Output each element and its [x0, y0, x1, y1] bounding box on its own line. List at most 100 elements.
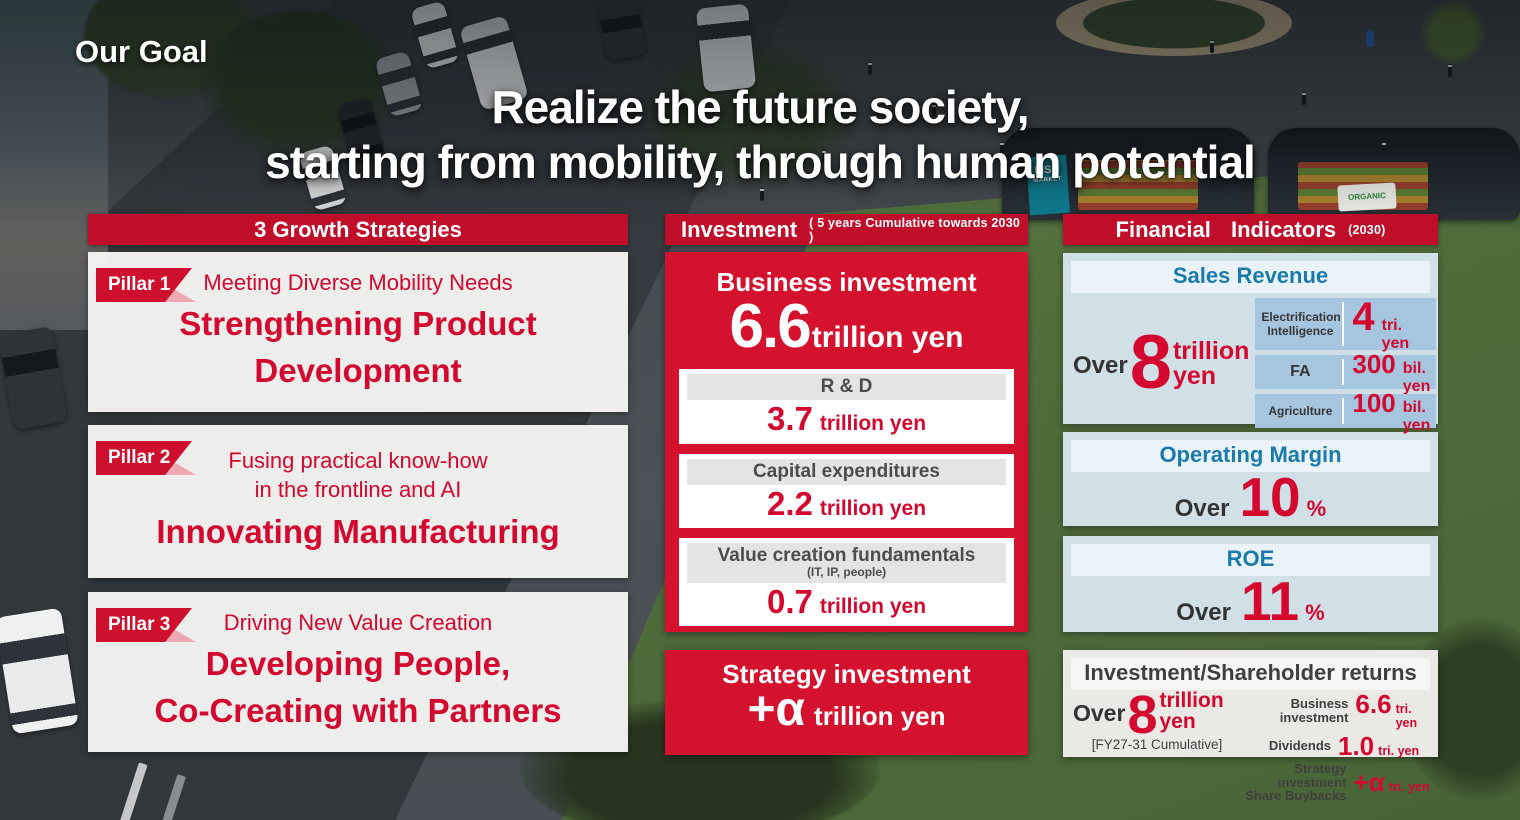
value-creation-value: 0.7 trillion yen	[687, 582, 1006, 620]
sales-revenue-body: Over 8 trillion yen Electrification Inte…	[1071, 295, 1437, 434]
pillar-1-badge: Pillar 1	[96, 268, 196, 302]
value-creation-amount: 0.7	[766, 582, 813, 620]
strategy-investment-label: Strategy investment	[722, 659, 971, 689]
kicker-our-goal: Our Goal	[75, 34, 208, 69]
headline-line-1: Realize the future society,	[491, 81, 1029, 133]
operating-margin-unit: %	[1306, 496, 1327, 521]
returns-unit: trillion yen	[1159, 689, 1224, 733]
investment-header: Investment ( 5 years Cumulative towards …	[665, 214, 1028, 245]
financial-indicators-note: (2030)	[1348, 222, 1386, 237]
business-investment-amount: 6.6	[729, 291, 812, 361]
returns-row-business-investment: Business investment 6.6 tri. yen	[1243, 691, 1430, 730]
pillar-2-badge: Pillar 2	[96, 441, 196, 475]
sales-revenue-unit: trillion yen	[1172, 337, 1250, 390]
breakdown-label: Agriculture	[1268, 403, 1333, 418]
breakdown-amount: 300	[1352, 348, 1396, 379]
over-label: Over	[1174, 495, 1230, 522]
breakdown-unit: bil. yen	[1402, 398, 1431, 434]
main-headline: Realize the future society, starting fro…	[0, 80, 1520, 190]
operating-margin-card: Operating Margin Over 10 %	[1063, 432, 1438, 526]
pillar-2-subtitle: Fusing practical know-how in the frontli…	[228, 448, 488, 503]
value-creation-note: (IT, IP, people)	[806, 565, 887, 580]
returns-row-amount: +α	[1353, 767, 1385, 798]
returns-row-unit: tri. yen	[1395, 702, 1418, 730]
strategy-investment-amount: +α	[747, 683, 806, 736]
capex-card: Capital expenditures 2.2 trillion yen	[679, 453, 1014, 529]
over-label: Over	[1073, 700, 1126, 727]
strategy-investment-value: +α trillion yen	[665, 683, 1028, 737]
sales-revenue-card: Sales Revenue Over 8 trillion yen Electr…	[1063, 253, 1438, 434]
capex-label: Capital expenditures	[687, 458, 1006, 485]
returns-row-amount: 6.6	[1355, 689, 1392, 719]
breakdown-unit: bil. yen	[1402, 359, 1431, 395]
returns-row-unit: tri. yen	[1378, 744, 1420, 758]
headline-line-2: starting from mobility, through human po…	[265, 136, 1256, 188]
investment-header-note: ( 5 years Cumulative towards 2030 )	[809, 215, 1021, 244]
capex-amount: 2.2	[766, 484, 813, 522]
sales-revenue-total: Over 8 trillion yen	[1071, 319, 1250, 405]
returns-row-label: Business investment	[1279, 695, 1349, 725]
roe-body: Over 11 %	[1071, 574, 1430, 629]
roe-amount: 11	[1240, 570, 1300, 632]
business-investment-label: Business investment	[716, 267, 977, 297]
roe-title: ROE	[1071, 544, 1430, 576]
returns-row-label: Dividends	[1268, 738, 1331, 754]
strategy-investment-unit: trillion yen	[814, 701, 946, 731]
financial-indicators-header: Financial Indicators (2030)	[1063, 214, 1438, 245]
sales-revenue-amount: 8	[1129, 319, 1172, 405]
rnd-unit: trillion yen	[819, 412, 927, 436]
shareholder-returns-card: Investment/Shareholder returns Over 8 tr…	[1063, 650, 1438, 803]
rnd-label: R & D	[687, 373, 1006, 401]
breakdown-value: 300 bil. yen	[1352, 349, 1430, 396]
returns-row-amount: 1.0	[1338, 731, 1375, 761]
growth-strategies-header: 3 Growth Strategies	[88, 214, 628, 245]
roe-unit: %	[1305, 600, 1325, 625]
pillar-2-title: Innovating Manufacturing	[156, 512, 560, 550]
over-label: Over	[1176, 599, 1231, 626]
divider	[1342, 398, 1345, 424]
financial-indicators-column: Financial Indicators (2030) Sales Revenu…	[1063, 214, 1438, 803]
breakdown-label: FA	[1290, 363, 1311, 381]
financial-indicators-title: Financial Indicators	[1115, 216, 1337, 242]
breakdown-value: 100 bil. yen	[1352, 388, 1430, 435]
roe-card: ROE Over 11 %	[1063, 536, 1438, 632]
growth-strategies-column: 3 Growth Strategies Pillar 1 Meeting Div…	[88, 214, 628, 752]
shareholder-returns-total: Over 8 trillion yen [FY27-31 Cumulative]	[1071, 684, 1243, 803]
investment-header-title: Investment	[681, 216, 798, 242]
pillar-3-subtitle: Driving New Value Creation	[223, 609, 493, 635]
pillar-3-title: Developing People, Co-Creating with Part…	[154, 645, 562, 730]
returns-row-unit: tri. yen	[1388, 780, 1430, 795]
pillar-1-title: Strengthening Product Development	[179, 305, 537, 390]
pillar-2-card: Pillar 2 Fusing practical know-how in th…	[88, 425, 628, 578]
rnd-amount: 3.7	[766, 400, 813, 438]
strategy-investment-card: Strategy investment +α trillion yen	[665, 650, 1028, 755]
business-investment-card: Business investment 6.6 trillion yen R &…	[665, 252, 1028, 632]
returns-row-label: Strategy investment Share Buybacks	[1245, 761, 1347, 804]
shareholder-returns-body: Over 8 trillion yen [FY27-31 Cumulative]…	[1071, 684, 1430, 804]
breakdown-row-agriculture: Agriculture 100 bil. yen	[1255, 388, 1437, 434]
value-creation-label-text: Value creation fundamentals	[717, 545, 976, 567]
divider	[1342, 302, 1345, 346]
breakdown-row-fa: FA 300 bil. yen	[1255, 349, 1437, 395]
divider	[1342, 359, 1345, 385]
over-label: Over	[1073, 352, 1128, 380]
sales-revenue-breakdown: Electrification Intelligence 4 tri. yen …	[1255, 295, 1437, 434]
breakdown-row-electrification: Electrification Intelligence 4 tri. yen	[1255, 295, 1437, 352]
business-investment-value: 6.6 trillion yen	[679, 294, 1014, 359]
returns-amount: 8	[1127, 684, 1157, 745]
pillar-1-card: Pillar 1 Meeting Diverse Mobility Needs …	[88, 252, 628, 412]
pillar-3-card: Pillar 3 Driving New Value Creation Deve…	[88, 592, 628, 752]
operating-margin-title: Operating Margin	[1071, 440, 1430, 472]
value-creation-label: Value creation fundamentals (IT, IP, peo…	[687, 543, 1006, 583]
value-creation-unit: trillion yen	[819, 594, 927, 618]
operating-margin-amount: 10	[1239, 466, 1301, 528]
shareholder-returns-title: Investment/Shareholder returns	[1071, 658, 1430, 690]
value-creation-card: Value creation fundamentals (IT, IP, peo…	[679, 538, 1014, 626]
capex-value: 2.2 trillion yen	[687, 484, 1006, 522]
breakdown-amount: 100	[1352, 387, 1396, 418]
pillar-1-subtitle: Meeting Diverse Mobility Needs	[203, 269, 513, 295]
rnd-card: R & D 3.7 trillion yen	[679, 368, 1014, 444]
breakdown-label: Electrification Intelligence	[1261, 309, 1341, 338]
breakdown-amount: 4	[1352, 295, 1375, 339]
